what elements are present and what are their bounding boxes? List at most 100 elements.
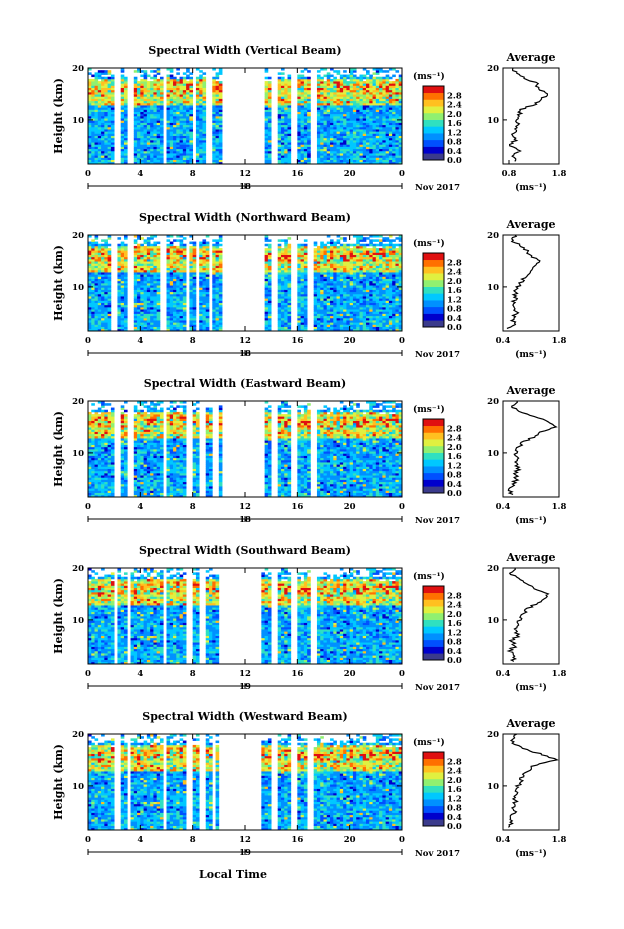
- heatmap-cell: [153, 74, 158, 78]
- heatmap-cell: [123, 259, 128, 262]
- heatmap-cell: [186, 100, 190, 104]
- heatmap-cell: [320, 98, 324, 102]
- heatmap-cell: [189, 92, 194, 95]
- heatmap-cell: [182, 243, 187, 247]
- heatmap-cell: [366, 113, 370, 117]
- heatmap-cell: [173, 124, 177, 128]
- heatmap-cell: [212, 155, 216, 158]
- heatmap-cell: [166, 89, 171, 93]
- heatmap-cell: [297, 298, 301, 301]
- heatmap-cell: [264, 81, 269, 84]
- heatmap-cell: [212, 272, 216, 275]
- heatmap-cell: [218, 118, 223, 121]
- heatmap-cell: [323, 285, 328, 288]
- heatmap-cell: [133, 135, 138, 139]
- heatmap-cell: [156, 83, 161, 86]
- heatmap-cell: [333, 122, 337, 126]
- heatmap-cell: [300, 245, 305, 249]
- heatmap-cell: [153, 87, 158, 91]
- heatmap-cell: [123, 122, 128, 126]
- heatmap-cell: [330, 122, 334, 126]
- heatmap-cell: [120, 263, 125, 266]
- heatmap-cell: [333, 285, 337, 288]
- heatmap-cell: [110, 76, 115, 80]
- heatmap-cell: [186, 70, 190, 73]
- heatmap-cell: [316, 85, 321, 88]
- heatmap-cell: [339, 92, 344, 95]
- heatmap-cell: [159, 102, 164, 106]
- heatmap-cell: [212, 102, 216, 106]
- heatmap-cell: [359, 153, 364, 156]
- heatmap-cell: [146, 269, 151, 273]
- heatmap-cell: [385, 146, 390, 150]
- heatmap-cell: [195, 85, 200, 88]
- heatmap-cell: [88, 322, 92, 325]
- heatmap-cell: [94, 237, 99, 240]
- heatmap-cell: [343, 83, 347, 86]
- heatmap-cell: [153, 111, 158, 115]
- heatmap-cell: [264, 150, 269, 154]
- heatmap-cell: [156, 241, 161, 245]
- heatmap-cell: [176, 317, 180, 321]
- heatmap-cell: [107, 254, 112, 258]
- heatmap-cell: [88, 68, 92, 71]
- heatmap-cell: [143, 100, 148, 104]
- heatmap-cell: [339, 278, 344, 282]
- heatmap-cell: [159, 92, 164, 95]
- heatmap-cell: [359, 85, 364, 88]
- heatmap-cell: [330, 135, 334, 139]
- heatmap-cell: [320, 254, 324, 258]
- heatmap-cell: [320, 302, 324, 306]
- heatmap-cell: [104, 146, 108, 150]
- heatmap-cell: [398, 87, 403, 91]
- heatmap-cell: [101, 280, 105, 284]
- heatmap-cell: [137, 293, 141, 297]
- heatmap-cell: [218, 285, 223, 288]
- heatmap-cell: [120, 144, 125, 147]
- heatmap-cell: [300, 267, 305, 271]
- heatmap-cell: [287, 157, 292, 160]
- heatmap-cell: [307, 148, 311, 152]
- heatmap-cell: [97, 252, 102, 255]
- heatmap-cell: [297, 85, 301, 88]
- heatmap-cell: [212, 76, 216, 80]
- heatmap-cell: [189, 129, 194, 132]
- heatmap-cell: [280, 304, 285, 308]
- heatmap-cell: [186, 98, 190, 102]
- heatmap-cell: [150, 155, 154, 158]
- heatmap-cell: [330, 261, 334, 264]
- heatmap-cell: [212, 256, 216, 260]
- heatmap-cell: [303, 153, 308, 156]
- heatmap-cell: [343, 296, 347, 299]
- heatmap-cell: [186, 157, 190, 160]
- heatmap-cell: [323, 120, 328, 123]
- heatmap-cell: [94, 293, 99, 297]
- heatmap-cell: [202, 142, 207, 145]
- heatmap-cell: [264, 278, 269, 282]
- heatmap-cell: [264, 311, 269, 314]
- heatmap-cell: [212, 296, 216, 299]
- heatmap-cell: [287, 116, 292, 119]
- heatmap-cell: [326, 245, 331, 249]
- heatmap-cell: [385, 109, 390, 112]
- heatmap-cell: [182, 298, 187, 301]
- heatmap-cell: [215, 322, 220, 325]
- heatmap-cell: [88, 272, 92, 275]
- heatmap-cell: [143, 280, 148, 284]
- heatmap-cell: [169, 324, 174, 327]
- heatmap-cell: [284, 267, 288, 271]
- heatmap-cell: [284, 252, 288, 255]
- heatmap-cell: [212, 120, 216, 123]
- heatmap-cell: [284, 146, 288, 150]
- heatmap-cell: [156, 140, 161, 143]
- heatmap-cell: [107, 111, 112, 115]
- heatmap-cell: [343, 157, 347, 160]
- heatmap-cell: [267, 263, 272, 266]
- heatmap-cell: [143, 107, 148, 110]
- heatmap-cell: [104, 78, 108, 82]
- heatmap-cell: [186, 92, 190, 95]
- heatmap-cell: [137, 135, 141, 139]
- heatmap-cell: [91, 311, 95, 314]
- heatmap-cell: [385, 100, 390, 104]
- heatmap-cell: [264, 326, 269, 330]
